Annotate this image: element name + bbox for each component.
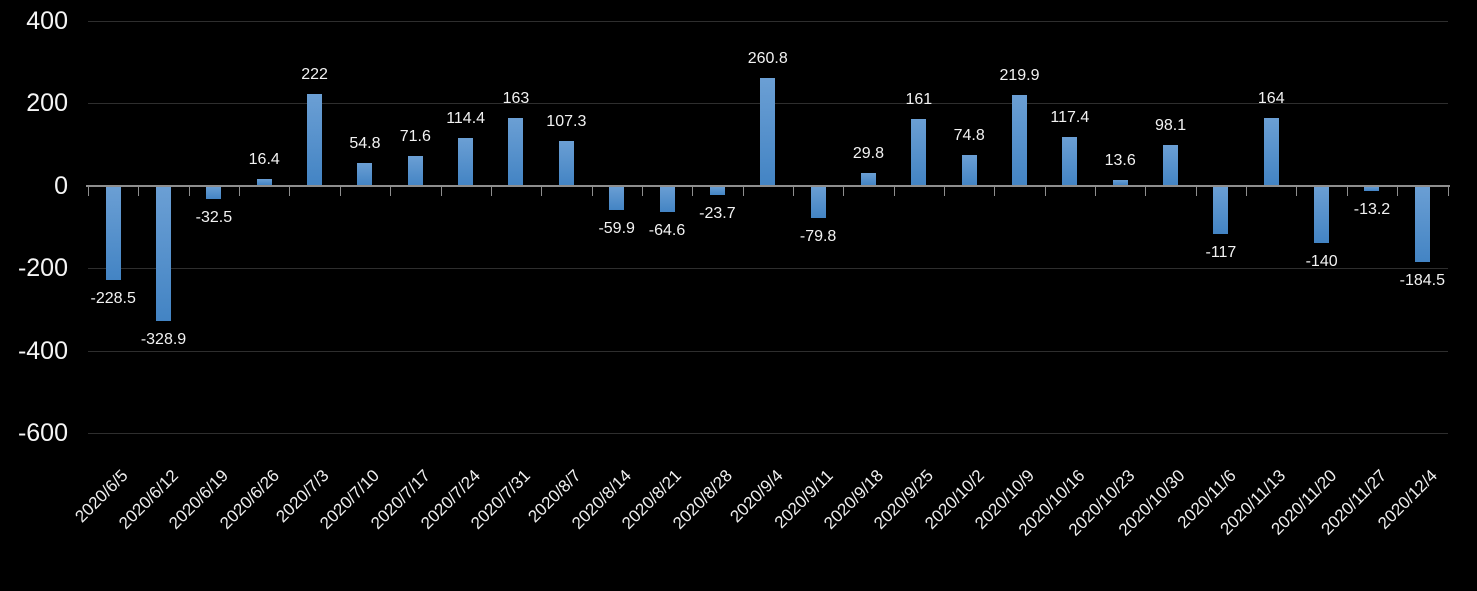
axis-tick [1195, 186, 1197, 196]
bar-2020-6-12 [156, 185, 172, 322]
bar-2020-10-9 [1012, 94, 1027, 186]
axis-tick [1095, 186, 1096, 196]
axis-tick [692, 186, 694, 196]
axis-tick [591, 186, 593, 196]
data-label-2020-7-31: 163 [502, 90, 530, 108]
data-label-2020-8-28: -23.7 [699, 205, 736, 223]
data-label-2020-8-7: 107.3 [546, 113, 587, 131]
data-label-2020-11-27: -13.2 [1353, 200, 1391, 218]
axis-tick [541, 186, 543, 196]
axis-tick [188, 186, 190, 196]
data-label-2020-7-24: 114.4 [446, 110, 486, 128]
y-axis-tick-label: -600 [17, 419, 68, 447]
bar-2020-7-10 [357, 162, 373, 186]
axis-tick [1346, 186, 1348, 196]
bar-2020-9-11 [810, 185, 826, 219]
bar-2020-11-20 [1314, 185, 1330, 244]
data-label-2020-11-20: -140 [1305, 253, 1338, 271]
bar-2020-8-28 [709, 185, 725, 196]
bar-2020-10-30 [1163, 145, 1179, 186]
axis-tick [1044, 186, 1046, 196]
axis-tick [390, 186, 392, 196]
axis-tick [1397, 186, 1399, 196]
data-label-2020-6-26: 16.4 [248, 150, 280, 168]
bar-2020-8-14 [609, 185, 625, 211]
axis-tick [843, 186, 845, 196]
x-axis-line [86, 184, 1450, 187]
data-label-2020-10-2: 74.8 [953, 126, 985, 144]
bar-2020-10-23 [1112, 179, 1128, 186]
data-label-2020-9-11: -79.8 [799, 228, 837, 246]
axis-tick [440, 186, 442, 196]
bar-2020-11-13 [1263, 117, 1279, 186]
bar-2020-9-25 [911, 119, 927, 186]
data-label-2020-9-25: 161 [905, 91, 933, 109]
bar-2020-7-24 [458, 138, 474, 186]
data-label-2020-8-14: -59.9 [598, 220, 635, 238]
y-axis-tick-label: 0 [54, 172, 68, 200]
data-label-2020-6-19: -32.5 [195, 208, 233, 226]
axis-tick [742, 186, 744, 196]
data-label-2020-10-30: 98.1 [1154, 117, 1187, 134]
axis-tick [490, 186, 492, 196]
axis-tick [289, 186, 291, 196]
axis-tick [1296, 186, 1298, 196]
bar-2020-7-3 [307, 93, 323, 186]
gridline--400 [88, 351, 1448, 352]
gridline--600 [88, 433, 1448, 434]
data-label-2020-7-10: 54.8 [349, 134, 381, 152]
bar-2020-11-6 [1213, 185, 1229, 234]
data-label-2020-6-5: -228.5 [90, 289, 136, 307]
axis-tick [1246, 186, 1248, 196]
axis-tick [1447, 186, 1449, 196]
bar-2020-7-17 [407, 156, 423, 186]
y-axis-tick-label: -400 [17, 337, 68, 365]
bar-2020-6-19 [206, 185, 222, 199]
bar-2020-12-4 [1414, 185, 1430, 262]
bar-2020-8-7 [558, 141, 574, 186]
axis-tick [138, 186, 140, 196]
data-label-2020-10-23: 13.6 [1104, 151, 1136, 169]
axis-tick [893, 186, 895, 196]
axis-tick [339, 186, 341, 196]
data-label-2020-6-12: -328.9 [140, 331, 187, 349]
axis-tick [994, 186, 996, 196]
bar-2020-10-16 [1062, 137, 1078, 186]
axis-tick [88, 186, 89, 196]
bar-2020-9-18 [860, 173, 876, 186]
data-label-2020-8-21: -64.6 [648, 222, 686, 240]
axis-tick [641, 186, 643, 196]
bar-2020-9-4 [760, 77, 776, 186]
y-axis-tick-label: 200 [26, 89, 68, 117]
data-label-2020-7-3: 222 [301, 65, 328, 83]
bar-2020-10-2 [961, 154, 977, 186]
data-label-2020-7-17: 71.6 [399, 128, 431, 145]
bar-2020-6-5 [105, 185, 121, 280]
axis-tick [1145, 186, 1147, 196]
gridline--200 [88, 268, 1448, 269]
data-label-2020-11-13: 164 [1257, 89, 1285, 107]
bar-2020-8-21 [659, 185, 675, 213]
data-label-2020-10-16: 117.4 [1050, 109, 1090, 127]
data-label-2020-11-6: -117 [1205, 243, 1237, 261]
y-axis-tick-label: -200 [17, 254, 68, 282]
data-label-2020-12-4: -184.5 [1399, 271, 1445, 289]
axis-tick [792, 186, 794, 196]
data-label-2020-9-4: 260.8 [747, 49, 788, 67]
bar-2020-6-26 [256, 178, 272, 186]
axis-tick [944, 186, 945, 196]
y-axis-tick-label: 400 [26, 7, 68, 35]
gridline-400 [88, 21, 1448, 22]
data-label-2020-9-18: 29.8 [852, 145, 885, 163]
axis-tick [239, 186, 241, 196]
bar-2020-7-31 [508, 118, 524, 186]
bar-2020-11-27 [1364, 185, 1380, 191]
data-label-2020-10-9: 219.9 [999, 66, 1040, 84]
